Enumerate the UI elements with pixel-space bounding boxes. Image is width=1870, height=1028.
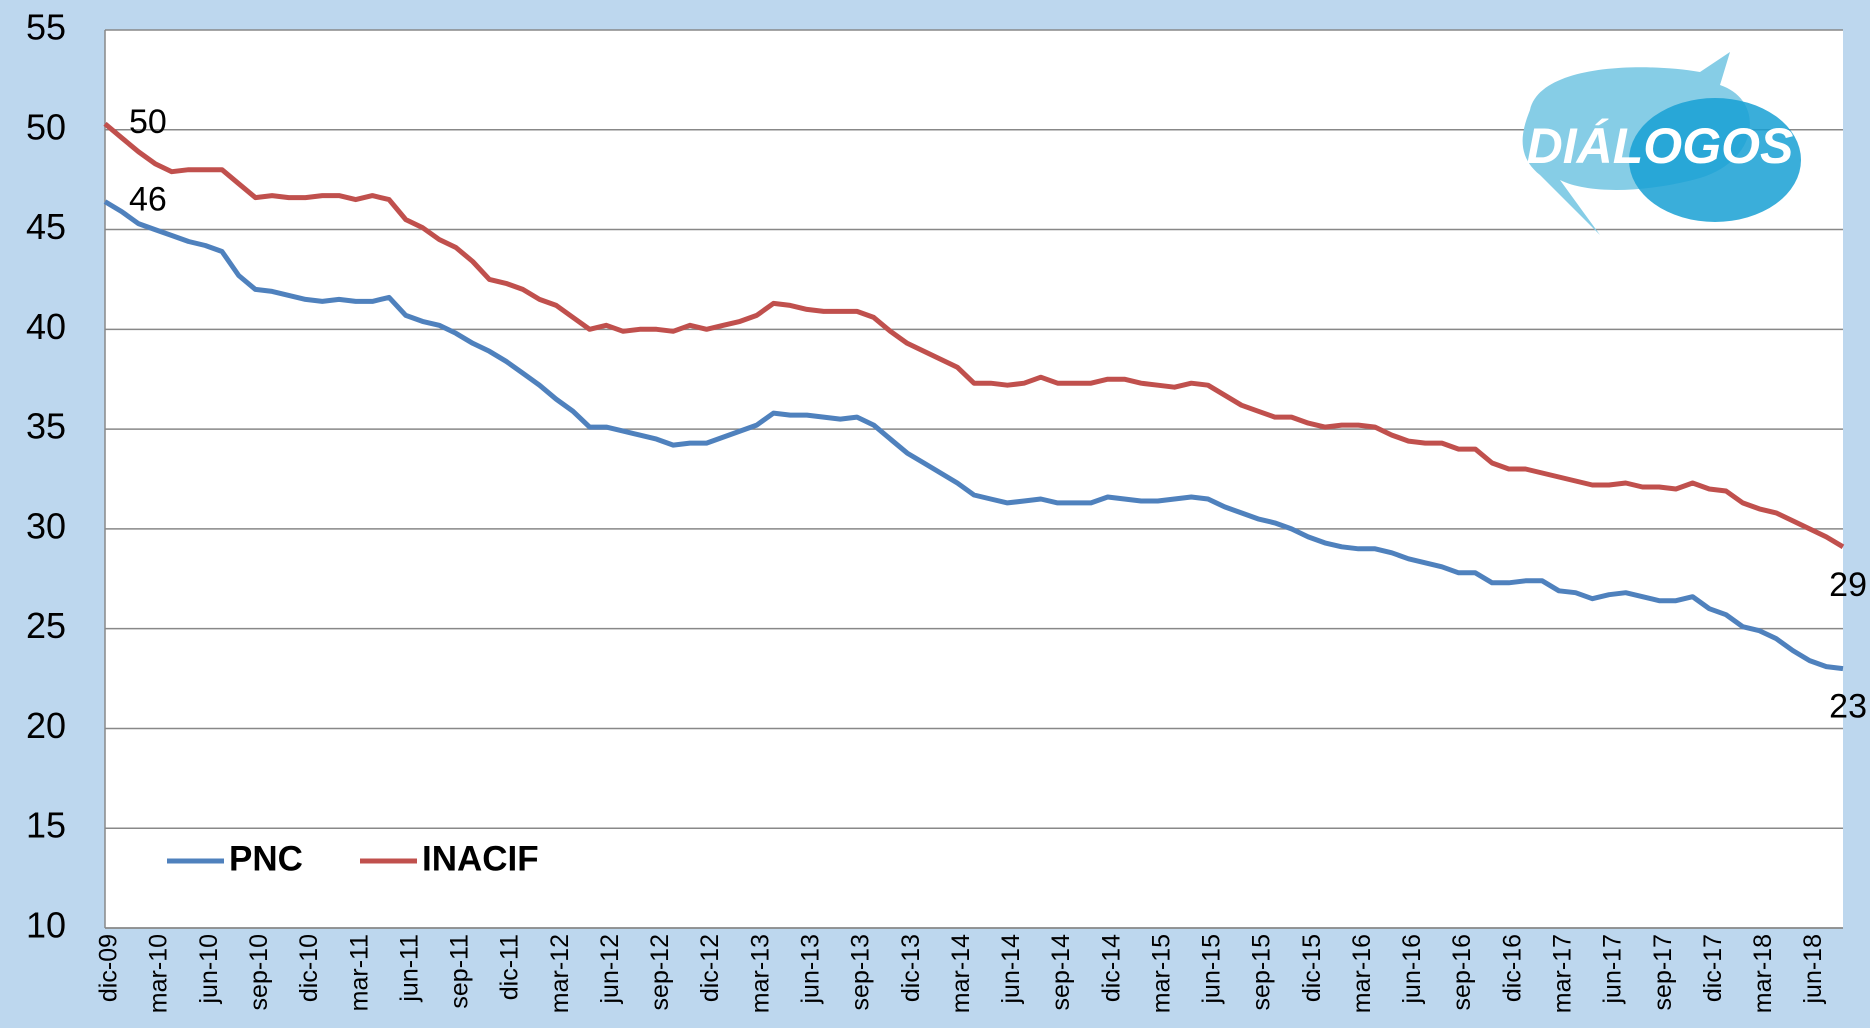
x-tick-label: dic-15 [1298,934,1326,1002]
x-tick-label: jun-16 [1398,934,1426,1005]
x-tick-label: mar-13 [746,934,774,1013]
legend-label: INACIF [422,839,539,878]
x-tick-label: mar-12 [546,934,574,1013]
x-tick-label: mar-14 [947,934,975,1013]
x-tick-label: jun-11 [395,934,423,1003]
x-tick-label: jun-17 [1599,934,1627,1005]
logo-bubble-dark [1629,98,1801,222]
logo: DIÁLOGOS [1522,52,1801,235]
x-tick-label: jun-13 [796,934,824,1005]
x-tick-label: mar-10 [145,934,173,1013]
x-tick-label: mar-17 [1549,934,1577,1013]
x-tick-label: jun-12 [596,934,624,1005]
data-label: 46 [129,181,167,219]
data-label: 23 [1829,688,1867,726]
x-tick-label: dic-09 [95,934,123,1002]
y-tick-label: 25 [26,605,66,646]
x-tick-label: sep-16 [1448,934,1476,1010]
x-tick-label: sep-11 [446,934,474,1009]
x-tick-label: dic-13 [897,934,925,1002]
y-tick-label: 15 [26,805,66,846]
y-tick-label: 50 [26,106,66,147]
x-tick-label: mar-15 [1147,934,1175,1013]
data-label: 29 [1829,566,1867,604]
x-tick-label: sep-10 [245,934,273,1010]
x-tick-label: sep-14 [1047,934,1075,1011]
x-tick-label: jun-14 [997,934,1025,1005]
x-tick-label: dic-14 [1097,934,1125,1002]
x-tick-label: sep-17 [1649,934,1677,1010]
logo-text: DIÁLOGOS [1527,118,1794,174]
y-tick-label: 40 [26,306,66,347]
line-series [103,121,1845,549]
x-tick-label: sep-13 [847,934,875,1010]
x-tick-label: mar-11 [345,934,373,1011]
x-tick-label: jun-15 [1198,934,1226,1005]
x-tick-label: dic-16 [1498,934,1526,1002]
y-tick-label: 30 [26,505,66,546]
line-series [103,199,1844,672]
x-tick-label: sep-12 [646,934,674,1010]
x-tick-label: dic-12 [696,934,724,1002]
x-tick-label: dic-10 [295,934,323,1002]
x-tick-label: jun-10 [195,934,223,1005]
y-tick-label: 55 [26,7,66,48]
y-tick-label: 45 [26,206,66,247]
x-tick-label: mar-18 [1749,934,1777,1013]
x-tick-label: sep-15 [1248,934,1276,1010]
legend-label: PNC [229,839,303,878]
x-tick-label: mar-16 [1348,934,1376,1013]
x-tick-label: jun-18 [1799,934,1827,1005]
x-tick-label: dic-17 [1699,934,1727,1002]
data-label: 50 [129,103,167,141]
y-tick-label: 20 [26,705,66,746]
y-tick-label: 10 [26,905,66,946]
y-tick-label: 35 [26,406,66,447]
x-tick-label: dic-11 [496,934,524,1000]
